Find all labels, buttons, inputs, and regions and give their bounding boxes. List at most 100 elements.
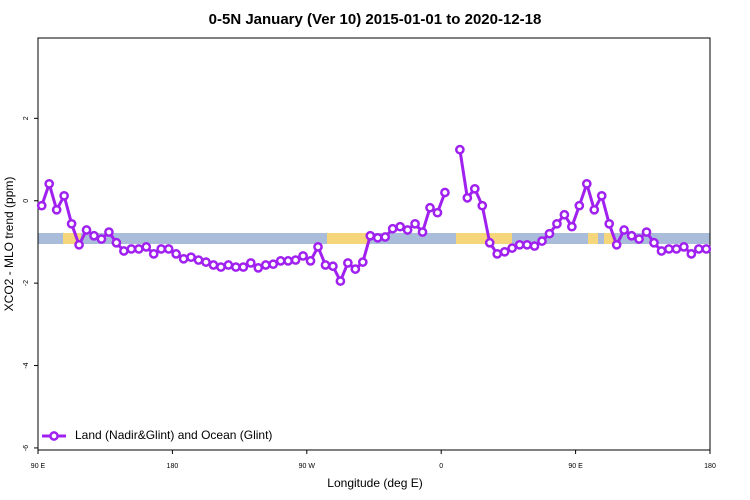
x-tick-label: 90 E [568, 463, 583, 470]
y-tick-label: -4 [23, 362, 30, 368]
data-point [455, 144, 465, 155]
x-tick-label: 0 [439, 463, 443, 470]
data-point [119, 246, 129, 256]
land-band [588, 233, 598, 244]
land-band [604, 233, 614, 244]
data-point [604, 218, 615, 229]
data-point [66, 218, 77, 229]
data-point [216, 262, 226, 272]
data-point [238, 262, 249, 272]
land-band [456, 233, 512, 244]
y-tick-label: -2 [23, 280, 30, 286]
data-point [357, 257, 368, 267]
data-point [335, 276, 346, 286]
data-point [365, 230, 376, 241]
data-point [328, 261, 338, 272]
data-point [343, 258, 353, 268]
data-point [395, 221, 405, 232]
data-point [290, 255, 301, 265]
y-tick-label: 0 [23, 199, 30, 203]
data-point [462, 193, 473, 203]
data-point [298, 251, 308, 261]
data-point [522, 239, 532, 250]
y-axis-label: XCO2 - MLO trend (ppm) [2, 177, 16, 312]
data-point [649, 237, 659, 248]
data-point [245, 258, 256, 268]
legend-marker [49, 431, 59, 441]
data-point [589, 204, 600, 215]
data-point [141, 242, 152, 252]
y-tick-label: 2 [23, 116, 30, 120]
data-point [163, 244, 174, 254]
data-point [111, 237, 122, 248]
data-point [208, 260, 219, 270]
chart-title: 0-5N January (Ver 10) 2015-01-01 to 2020… [209, 11, 542, 28]
data-point [440, 187, 450, 198]
data-point [507, 243, 517, 253]
data-point [656, 246, 667, 256]
data-point [567, 221, 577, 232]
data-point [499, 246, 510, 257]
data-point [178, 253, 189, 264]
land-band [63, 233, 81, 244]
data-point [186, 252, 196, 263]
legend-label: Land (Nadir&Glint) and Ocean (Glint) [75, 428, 272, 442]
data-point [320, 260, 331, 270]
data-point [432, 207, 443, 218]
data-point [380, 232, 391, 242]
data-point [96, 234, 107, 244]
data-point [223, 260, 234, 270]
data-point [484, 237, 495, 248]
data-point [253, 263, 264, 273]
data-point [387, 223, 398, 234]
data-point [350, 264, 361, 274]
data-point [559, 209, 570, 220]
data-point [671, 244, 682, 254]
data-point [193, 255, 204, 265]
data-point [89, 230, 99, 241]
data-point [51, 204, 62, 215]
data-point [537, 236, 547, 246]
data-point [402, 225, 413, 235]
data-point [469, 183, 480, 194]
data-point [574, 200, 585, 211]
data-point [641, 227, 652, 237]
data-point [231, 262, 241, 272]
x-tick-label: 90 W [299, 463, 316, 470]
data-point [156, 244, 167, 254]
data-point [477, 200, 488, 211]
data-point [283, 256, 293, 266]
x-axis-label: Longitude (deg E) [327, 476, 422, 490]
data-point [81, 225, 92, 235]
data-point [133, 244, 144, 254]
data-point [596, 190, 607, 201]
data-point [634, 234, 644, 244]
data-point [305, 256, 316, 266]
data-point [260, 260, 271, 270]
data-point [268, 259, 279, 270]
data-point [417, 227, 428, 237]
data-point [104, 227, 114, 237]
data-point [686, 249, 697, 259]
land-band [327, 233, 369, 244]
plot-frame [37, 37, 711, 451]
data-point [544, 228, 555, 239]
data-point [410, 218, 420, 229]
data-point [611, 239, 622, 250]
x-tick-label: 180 [167, 463, 179, 470]
data-point [425, 202, 435, 213]
data-point [59, 190, 69, 201]
x-tick-label: 180 [704, 463, 716, 470]
data-point [679, 242, 689, 252]
data-point [372, 232, 383, 243]
y-tick-label: -6 [23, 445, 30, 451]
data-point [74, 239, 84, 250]
data-point [126, 244, 137, 254]
data-point [171, 249, 181, 259]
data-point [36, 200, 47, 211]
data-point [275, 256, 286, 266]
data-point [701, 244, 712, 254]
x-tick-label: 90 E [31, 463, 46, 470]
